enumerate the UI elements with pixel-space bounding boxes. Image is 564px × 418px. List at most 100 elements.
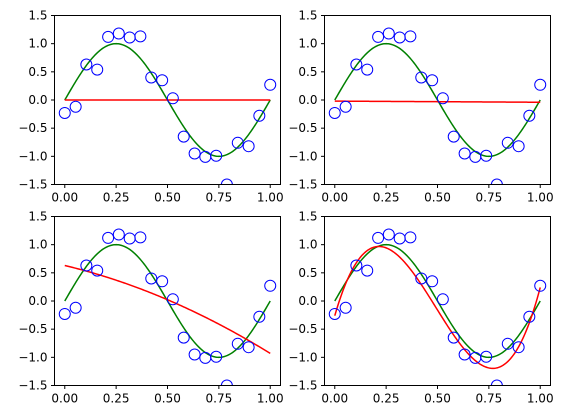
- data-point: [156, 74, 169, 87]
- data-point: [177, 331, 190, 344]
- x-tick-label: 0.75: [206, 392, 233, 406]
- data-point: [123, 31, 136, 44]
- data-point: [210, 149, 223, 162]
- data-point: [393, 31, 406, 44]
- data-point: [80, 259, 93, 272]
- x-tick-label: 0.75: [476, 191, 503, 205]
- x-tick-label: 1.00: [527, 392, 554, 406]
- y-tick-label: −1.0: [18, 350, 47, 364]
- data-point: [80, 58, 93, 71]
- data-point: [426, 74, 439, 87]
- data-point: [436, 92, 449, 105]
- data-point: [231, 136, 244, 149]
- x-tick-label: 0.25: [373, 191, 400, 205]
- subplot-2: 0.00 0.25 0.50 0.75 1.00 −1.5 −1.0 −0.5 0.0 0.5 1.…: [288, 9, 553, 205]
- x-tick-label: 0.50: [154, 191, 181, 205]
- data-point: [58, 106, 71, 119]
- data-point: [480, 149, 493, 162]
- data-point: [534, 78, 547, 91]
- data-point: [177, 130, 190, 143]
- x-tick-label: 0.00: [321, 392, 348, 406]
- data-point: [166, 293, 179, 306]
- data-point: [490, 178, 503, 185]
- data-point: [436, 293, 449, 306]
- fit-line: [334, 245, 541, 370]
- data-point: [58, 307, 71, 320]
- data-point: [264, 279, 277, 292]
- y-tick-label: 1.5: [298, 9, 317, 23]
- x-tick-label: 1.00: [257, 191, 284, 205]
- data-point: [102, 30, 115, 43]
- data-point: [458, 147, 471, 160]
- y-tick-label: −1.5: [18, 178, 47, 192]
- data-point: [339, 100, 352, 113]
- data-point: [372, 30, 385, 43]
- data-point: [91, 63, 104, 76]
- y-tick-label: −0.5: [288, 121, 317, 135]
- subplot-3: 0.00 0.25 0.50 0.75 1.00 −1.5 −1.0 −0.5 0.0 0.5 1.…: [18, 210, 283, 406]
- data-point: [242, 140, 255, 153]
- x-tick-label: 0.00: [51, 191, 78, 205]
- data-point: [328, 307, 341, 320]
- data-point: [134, 30, 147, 43]
- x-tick-label: 0.25: [373, 392, 400, 406]
- y-tick-label: −1.5: [18, 379, 47, 393]
- x-tick-label: 1.00: [257, 392, 284, 406]
- data-point: [501, 337, 514, 350]
- x-tick-label: 0.50: [424, 191, 451, 205]
- data-point: [447, 331, 460, 344]
- data-point: [199, 150, 212, 163]
- y-tick-label: 1.0: [28, 238, 47, 252]
- data-point: [123, 232, 136, 245]
- y-tick-label: −0.5: [18, 121, 47, 135]
- data-point: [361, 264, 374, 277]
- y-tick-label: 0.5: [298, 65, 317, 79]
- data-point: [91, 264, 104, 277]
- x-tick-label: 0.00: [321, 191, 348, 205]
- data-point: [231, 337, 244, 350]
- data-point: [404, 30, 417, 43]
- data-point: [328, 106, 341, 119]
- data-point: [166, 92, 179, 105]
- data-point: [415, 71, 428, 84]
- y-tick-label: 0.5: [298, 266, 317, 280]
- y-tick-label: 1.5: [28, 9, 47, 23]
- data-point: [404, 231, 417, 244]
- data-point: [188, 348, 201, 361]
- y-tick-label: −1.0: [18, 149, 47, 163]
- x-tick-label: 1.00: [527, 191, 554, 205]
- data-point: [145, 272, 158, 285]
- data-point: [188, 147, 201, 160]
- data-point: [102, 231, 115, 244]
- y-tick-label: 0.0: [298, 93, 317, 107]
- y-tick-label: 0.0: [28, 294, 47, 308]
- data-point: [220, 178, 233, 185]
- data-point: [458, 348, 471, 361]
- data-point: [523, 310, 536, 323]
- data-point: [415, 272, 428, 285]
- y-tick-label: 1.5: [28, 210, 47, 224]
- data-point: [350, 259, 363, 272]
- data-point: [372, 231, 385, 244]
- data-point: [382, 27, 395, 40]
- data-point: [242, 341, 255, 354]
- x-tick-label: 0.00: [51, 392, 78, 406]
- data-point: [264, 78, 277, 91]
- y-tick-label: −1.5: [288, 379, 317, 393]
- data-point: [447, 130, 460, 143]
- y-tick-label: 0.5: [28, 266, 47, 280]
- y-tick-label: −0.5: [18, 322, 47, 336]
- data-point: [469, 150, 482, 163]
- x-tick-label: 0.75: [206, 191, 233, 205]
- y-tick-label: 1.0: [28, 37, 47, 51]
- x-tick-label: 0.25: [103, 392, 130, 406]
- y-tick-label: 1.5: [298, 210, 317, 224]
- data-point: [512, 140, 525, 153]
- data-point: [69, 100, 82, 113]
- data-point: [480, 350, 493, 363]
- y-tick-label: 0.0: [298, 294, 317, 308]
- y-tick-label: −1.0: [288, 350, 317, 364]
- x-tick-label: 0.75: [476, 392, 503, 406]
- data-point: [339, 301, 352, 314]
